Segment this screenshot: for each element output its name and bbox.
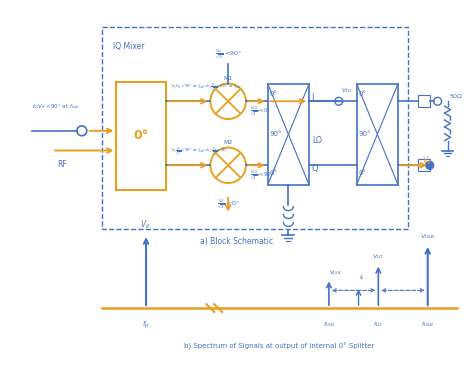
FancyBboxPatch shape (356, 84, 398, 185)
Text: $f_p$: $f_p$ (358, 274, 365, 284)
Text: 0°: 0° (134, 129, 149, 142)
Text: IQ Mixer: IQ Mixer (113, 42, 145, 51)
Text: $k_1\frac{V_{if}}{\sqrt{2}}$ <90° at $f_{usb}$=$k_2\frac{V_{if}}{\sqrt{2}}$ <90°: $k_1\frac{V_{if}}{\sqrt{2}}$ <90° at $f_… (171, 146, 228, 158)
Text: $V_{LO}$: $V_{LO}$ (341, 86, 353, 95)
FancyBboxPatch shape (418, 159, 430, 171)
Text: $k_1 V_{if}$ <90° at $f_{usb}$: $k_1 V_{if}$ <90° at $f_{usb}$ (32, 102, 80, 111)
Text: M2: M2 (223, 139, 233, 145)
Text: M1: M1 (223, 75, 233, 81)
Text: $f_{USB}$: $f_{USB}$ (421, 320, 434, 329)
Text: 50$\Omega$: 50$\Omega$ (449, 92, 464, 100)
Text: $V_{if}$: $V_{if}$ (140, 219, 152, 231)
Text: $\frac{V_{lo}}{\sqrt{2}}$ <90°: $\frac{V_{lo}}{\sqrt{2}}$ <90° (215, 47, 242, 61)
Text: I: I (311, 93, 314, 102)
Text: $\frac{V_{LO}}{\sqrt{2}}$ <90°: $\frac{V_{LO}}{\sqrt{2}}$ <90° (250, 169, 274, 182)
Text: RF: RF (57, 160, 67, 169)
Text: $k_1 V_{if}$ <90° at $f_{usb}$=$k_2\frac{V_{if}}{\sqrt{2}}$ <90° at $f_{usb}$: $k_1 V_{if}$ <90° at $f_{usb}$=$k_2\frac… (171, 82, 241, 94)
Text: 0°: 0° (358, 170, 366, 176)
Text: 0°: 0° (358, 91, 366, 98)
Text: b) Spectrum of Signals at output of internal 0° Splitter: b) Spectrum of Signals at output of inte… (184, 343, 374, 350)
Text: Q: Q (311, 164, 318, 173)
Text: $\frac{V_{if}}{\sqrt{2}}$ <0°: $\frac{V_{if}}{\sqrt{2}}$ <0° (217, 198, 240, 212)
Text: $V_{if}$: $V_{if}$ (422, 154, 433, 167)
Text: 0°: 0° (270, 91, 278, 98)
Text: $V_{LSB}$: $V_{LSB}$ (329, 268, 342, 277)
FancyBboxPatch shape (117, 82, 166, 190)
Text: $V_{LO}$: $V_{LO}$ (373, 252, 384, 261)
Text: $f_{LSB}$: $f_{LSB}$ (323, 320, 335, 329)
Text: 90°: 90° (358, 131, 371, 137)
Text: $\frac{V_{LO}}{\sqrt{2}}$ <0°: $\frac{V_{LO}}{\sqrt{2}}$ <0° (250, 105, 271, 118)
FancyBboxPatch shape (418, 95, 430, 107)
Text: $V_{USB}$: $V_{USB}$ (420, 232, 435, 241)
Text: $f_{LO}$: $f_{LO}$ (374, 320, 383, 329)
FancyBboxPatch shape (268, 84, 309, 185)
Circle shape (426, 161, 434, 169)
Text: 0°: 0° (270, 170, 278, 176)
Text: $f_p$: $f_p$ (142, 320, 150, 332)
Text: 90°: 90° (270, 131, 282, 137)
Text: a) Block Schematic: a) Block Schematic (201, 237, 273, 246)
Text: LO: LO (312, 136, 322, 145)
